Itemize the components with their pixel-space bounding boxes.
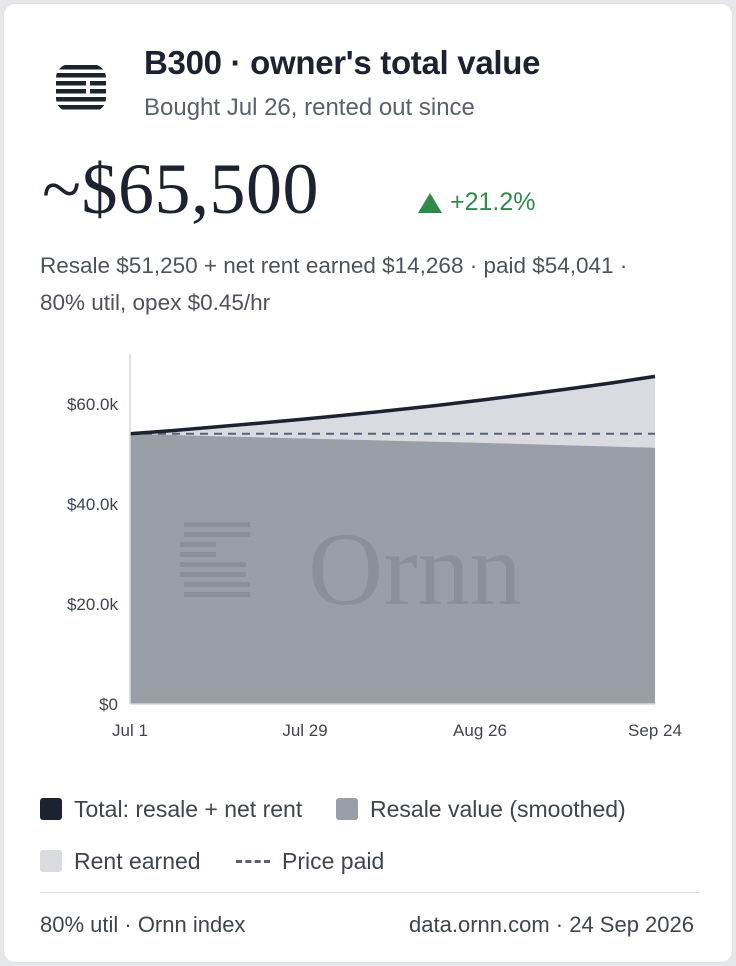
legend-resale: Resale value (smoothed) — [336, 796, 626, 823]
y-tick-label: $40.0k — [67, 495, 119, 514]
page-title: B300 · owner's total value — [144, 44, 541, 81]
total-value: ~$65,500 — [42, 149, 319, 229]
watermark-bar — [180, 542, 216, 547]
watermark-bar — [180, 562, 246, 567]
footer-divider — [40, 892, 700, 893]
legend-total: Total: resale + net rent — [40, 796, 336, 823]
x-tick-label: Aug 26 — [453, 721, 507, 740]
watermark-bar — [184, 582, 250, 587]
legend-paid-label: Price paid — [282, 847, 385, 874]
legend-resale-label: Resale value (smoothed) — [370, 795, 626, 822]
watermark-bar — [180, 572, 246, 577]
footer-date: data.ornn.com · 24 Sep 2026 — [409, 912, 694, 937]
change-badge: +21.2% — [418, 188, 536, 217]
watermark-bar — [180, 552, 216, 557]
page-subtitle: Bought Jul 26, rented out since — [144, 94, 475, 121]
legend-paid-swatch — [236, 859, 270, 863]
legend-rent-swatch — [40, 850, 62, 872]
y-tick-label: $60.0k — [67, 395, 119, 414]
ornn-watermark: Ornn — [180, 512, 522, 627]
legend-total-swatch — [40, 798, 62, 820]
resale-value-area — [130, 433, 655, 704]
y-tick-label: $0 — [99, 695, 118, 714]
watermark-bar — [184, 522, 250, 527]
breakdown-line-1: Resale $51,250 + net rent earned $14,268… — [40, 253, 628, 278]
x-tick-label: Jul 1 — [112, 721, 148, 740]
value-chart: Ornn $0 $20.0k $40.0k $60.0k Jul 1 Jul 29 Aug 2… — [67, 354, 682, 740]
change-percent: +21.2% — [450, 188, 536, 216]
legend-paid: Price paid — [236, 848, 384, 875]
value-breakdown: Resale $51,250 + net rent earned $14,268… — [40, 247, 710, 321]
watermark-text: Ornn — [308, 512, 522, 627]
legend-total-label: Total: resale + net rent — [74, 795, 303, 822]
chart-legend: Total: resale + net rent Resale value (s… — [40, 784, 710, 886]
footer-source: 80% util · Ornn index — [40, 912, 246, 937]
chart-card: B300 · owner's total value Bought Jul 26… — [3, 3, 733, 963]
y-tick-label: $20.0k — [67, 595, 119, 614]
legend-resale-swatch — [336, 798, 358, 820]
total-value-line — [129, 374, 656, 436]
rent-earned-area — [130, 376, 655, 448]
legend-rent-label: Rent earned — [74, 847, 201, 874]
watermark-bar — [184, 592, 250, 597]
x-tick-label: Sep 24 — [628, 721, 682, 740]
legend-rent: Rent earned — [40, 848, 236, 875]
up-triangle-icon — [418, 192, 442, 213]
watermark-bar — [184, 532, 250, 537]
breakdown-line-2: 80% util, opex $0.45/hr — [40, 290, 271, 315]
x-tick-label: Jul 29 — [282, 721, 327, 740]
ornn-logo-icon — [56, 65, 106, 110]
